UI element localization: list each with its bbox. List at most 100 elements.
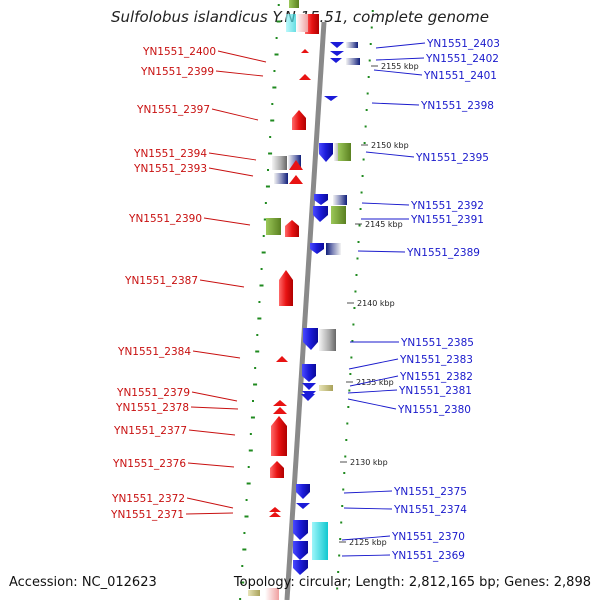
- tick-mark: [271, 103, 274, 105]
- tick-mark: [255, 350, 260, 353]
- tick-mark: [253, 383, 258, 386]
- tick-mark: [254, 367, 257, 369]
- kbp-label: 2155 kbp: [381, 62, 419, 71]
- right-gene-label: YN1551_2391: [410, 214, 484, 226]
- gene-YN1551_2402: [330, 51, 344, 56]
- right-gene-label: YN1551_2389: [406, 247, 480, 259]
- gene-YN1551_2391: [313, 206, 328, 222]
- gene-YN1551_2380: [301, 394, 315, 401]
- gene-YN1551_2403: [330, 42, 344, 48]
- pink-gene-bottom: [265, 588, 279, 600]
- tick-mark: [269, 136, 272, 138]
- tick-mark: [250, 416, 255, 419]
- gene-YN1551_2401-grad: [346, 58, 360, 65]
- gene-YN1551_2400: [301, 49, 309, 53]
- tick-mark: [261, 251, 266, 254]
- gene-YN1551_2372: [269, 507, 281, 512]
- gene-YN1551_2401: [330, 58, 342, 63]
- gene-YN1551_2377: [271, 416, 287, 456]
- tick-mark: [276, 20, 281, 23]
- tick-mark: [368, 59, 371, 62]
- tick-mark: [262, 235, 265, 237]
- tick-mark: [342, 488, 345, 491]
- gene-YN1551_2376: [270, 461, 284, 478]
- gene-YN1551_2369: [293, 541, 308, 560]
- red-gene-top: [305, 14, 319, 34]
- gene-YN1551_2393-red: [289, 175, 303, 184]
- left-gene-label: YN1551_2393: [133, 163, 207, 175]
- gene-YN1551_2403-grad: [346, 42, 358, 48]
- kbp-label: 2150 kbp: [371, 141, 409, 150]
- tick-mark: [257, 317, 262, 320]
- gene-YN1551_2379: [273, 400, 287, 406]
- tick-track-left: [239, 4, 281, 600]
- top-edge-features: [286, 0, 319, 34]
- tick-mark: [274, 53, 279, 56]
- left-gene-label: YN1551_2400: [142, 46, 216, 58]
- tick-mark: [356, 257, 359, 260]
- tick-mark: [243, 532, 246, 534]
- tick-mark: [364, 125, 367, 128]
- tick-mark: [264, 202, 267, 204]
- gene-YN1551_2387: [279, 270, 293, 306]
- tick-mark: [353, 307, 356, 309]
- tick-mark: [249, 433, 252, 435]
- gene-YN1551_2385-grey: [319, 329, 336, 351]
- kbp-label: 2145 kbp: [365, 220, 403, 229]
- tick-mark: [350, 356, 353, 359]
- tick-mark: [337, 571, 340, 573]
- feature-YN1551_2395-green: [338, 143, 351, 161]
- tick-mark: [362, 158, 365, 161]
- right-gene-label: YN1551_2381: [398, 385, 472, 397]
- kbp-label: 2140 kbp: [357, 299, 395, 308]
- forward-genes: [248, 49, 311, 600]
- tick-mark: [260, 268, 263, 270]
- tick-mark: [275, 37, 278, 39]
- gene-YN1551_2398: [324, 96, 338, 101]
- gene-YN1551_2371: [269, 512, 281, 517]
- tick-mark: [241, 565, 244, 567]
- tick-mark: [263, 218, 268, 221]
- gene-YN1551_2399: [299, 74, 311, 80]
- tick-mark: [355, 274, 358, 276]
- gene-YN1551_2369b: [293, 560, 308, 575]
- kbp-label: 2130 kbp: [350, 458, 388, 467]
- right-gene-label: YN1551_2370: [391, 531, 465, 543]
- tick-mark: [371, 10, 374, 12]
- accession-text: Accession: NC_012623: [9, 575, 157, 590]
- tick-mark: [268, 152, 273, 155]
- left-gene-label: YN1551_2378: [115, 402, 189, 414]
- tick-mark: [244, 515, 249, 518]
- tick-mark: [273, 70, 276, 72]
- left-gene-label: YN1551_2397: [136, 104, 210, 116]
- tick-mark: [363, 142, 366, 144]
- tick-mark: [245, 499, 248, 501]
- tick-mark: [252, 400, 254, 402]
- gene-YN1551_2394-grad: [272, 156, 287, 170]
- tick-mark: [349, 373, 352, 375]
- right-gene-label: YN1551_2375: [393, 486, 467, 498]
- tick-mark: [265, 185, 270, 188]
- left-gene-label: YN1551_2399: [140, 66, 214, 78]
- gene-YN1551_2390: [285, 220, 299, 237]
- gene-YN1551_2385: [303, 328, 318, 350]
- reverse-genes: [293, 42, 360, 575]
- feature-YN1551_2390-green: [266, 218, 281, 235]
- left-gene-label: YN1551_2377: [113, 425, 187, 437]
- feature-YN1551_2370-cyan: [312, 522, 328, 560]
- left-gene-label: YN1551_2394: [133, 148, 207, 160]
- left-gene-label: YN1551_2379: [116, 387, 190, 399]
- gene-YN1551_2370: [293, 520, 308, 540]
- tick-mark: [346, 422, 349, 425]
- right-gene-label: YN1551_2374: [393, 504, 467, 516]
- green-feature-top: [289, 0, 299, 8]
- left-gene-label: YN1551_2390: [128, 213, 202, 225]
- tick-mark: [242, 548, 247, 551]
- tick-mark: [344, 455, 347, 458]
- tick-mark: [247, 466, 250, 468]
- left-gene-label: YN1551_2384: [117, 346, 191, 358]
- tick-mark: [367, 76, 370, 78]
- tick-mark: [370, 26, 373, 29]
- right-gene-label: YN1551_2382: [399, 371, 473, 383]
- olive-feature-bottom: [248, 590, 260, 596]
